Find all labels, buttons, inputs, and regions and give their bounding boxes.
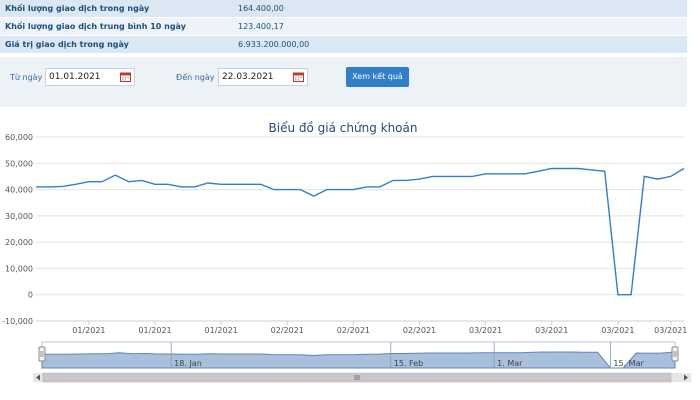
x-tick-label: 01/2021 (72, 326, 105, 335)
stat-value: 123.400,17 (233, 17, 687, 36)
x-tick-label: 03/2021 (601, 326, 634, 335)
view-results-button[interactable]: Xem kết quả (346, 67, 409, 87)
stat-label: Khối lượng giao dịch trong ngày (0, 0, 233, 18)
price-chart: Biểu đồ giá chứng khoán -10,000 0 10,000 20… (2, 121, 691, 383)
price-series-line (36, 167, 685, 296)
x-tick-label: 03/2021 (654, 326, 687, 335)
y-tick-label: 20,000 (5, 238, 33, 247)
stat-label: Khối lượng giao dịch trung bình 10 ngày (0, 17, 233, 36)
y-tick-label: 0 (28, 291, 33, 300)
navigator-handle[interactable] (671, 346, 679, 362)
scroll-right-arrow-icon[interactable] (684, 374, 688, 381)
y-tick-label: -10,000 (2, 317, 33, 326)
x-tick-label: 03/2021 (535, 326, 568, 335)
from-date-input[interactable]: 01.01.2021 (45, 68, 135, 86)
x-tick-label: 03/2021 (469, 326, 502, 335)
y-tick-label: 40,000 (5, 186, 33, 195)
navigator-series-area (41, 351, 676, 369)
from-date-label: Từ ngày (10, 73, 43, 82)
x-tick-label: 02/2021 (403, 326, 436, 335)
x-tick-label: 02/2021 (337, 326, 370, 335)
x-tick-label: 02/2021 (271, 326, 304, 335)
scroll-left-arrow-icon[interactable] (36, 374, 40, 381)
navigator-handle[interactable] (38, 346, 46, 362)
y-tick-label: 30,000 (5, 212, 33, 221)
calendar-icon[interactable] (120, 72, 131, 82)
y-axis: -10,000 0 10,000 20,000 30,000 40,000 50,000 60… (2, 133, 33, 326)
range-navigator: 18. Jan 15. Feb 1. Mar 15. Mar (33, 341, 691, 383)
to-date-label: Đến ngày (176, 73, 215, 82)
to-date-value: 22.03.2021 (222, 72, 274, 82)
y-tick-label: 50,000 (5, 159, 33, 168)
stat-label: Giá trị giao dịch trong ngày (0, 35, 233, 54)
x-tick-label: 01/2021 (138, 326, 171, 335)
from-date-value: 01.01.2021 (49, 72, 101, 82)
chart-title: Biểu đồ giá chứng khoán (269, 121, 418, 135)
stat-value: 164.400,00 (233, 0, 687, 18)
stats-table: Khối lượng giao dịch trong ngày 164.400,… (0, 0, 687, 54)
date-filter-panel: Từ ngày 01.01.2021 Đến ngày 22.03.2021 X… (0, 57, 687, 107)
calendar-icon[interactable] (293, 72, 304, 82)
x-axis: 01/2021 01/2021 01/2021 02/2021 02/2021 02/20… (36, 320, 687, 335)
navigator-label: 15. Mar (613, 359, 644, 368)
x-tick-label: 01/2021 (205, 326, 238, 335)
navigator-label: 18. Jan (174, 359, 202, 368)
y-tick-label: 10,000 (5, 264, 33, 273)
stats-row: Khối lượng giao dịch trong ngày 164.400,… (0, 0, 687, 18)
y-tick-label: 60,000 (5, 133, 33, 142)
stat-value: 6.933.200.000,00 (233, 35, 687, 54)
navigator-scrollbar[interactable] (33, 372, 691, 383)
navigator-label: 1. Mar (497, 359, 523, 368)
stats-row: Khối lượng giao dịch trung bình 10 ngày … (0, 17, 687, 36)
to-date-input[interactable]: 22.03.2021 (218, 68, 308, 86)
stats-row: Giá trị giao dịch trong ngày 6.933.200.0… (0, 35, 687, 54)
chart-grid (36, 136, 684, 322)
navigator-label: 15. Feb (394, 359, 423, 368)
